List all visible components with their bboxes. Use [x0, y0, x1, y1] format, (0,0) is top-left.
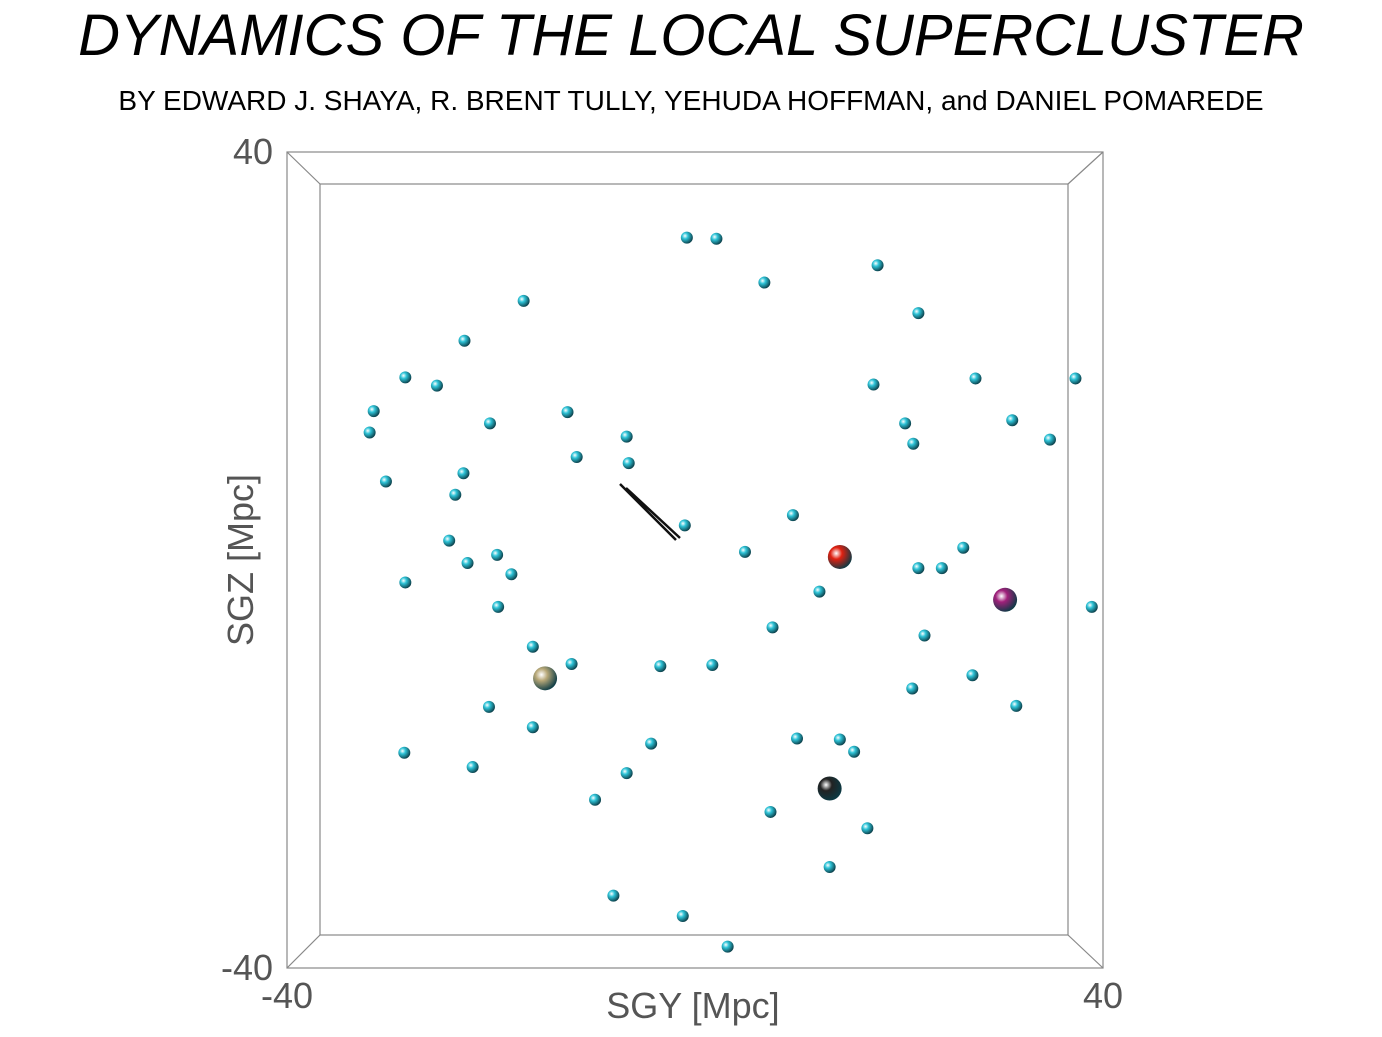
- point: [443, 534, 456, 547]
- point: [906, 682, 919, 695]
- point: [1069, 372, 1082, 385]
- point: [899, 417, 912, 430]
- point: [645, 737, 658, 750]
- point: [505, 568, 518, 581]
- point: [620, 767, 633, 780]
- point: [482, 700, 495, 713]
- point: [398, 746, 411, 759]
- point: [466, 761, 479, 774]
- point: [517, 294, 530, 307]
- point: [678, 519, 691, 532]
- point: [817, 776, 842, 801]
- point: [449, 488, 462, 501]
- point: [867, 378, 880, 391]
- point: [526, 721, 539, 734]
- point: [399, 576, 412, 589]
- point: [526, 640, 539, 653]
- point: [363, 426, 376, 439]
- point: [622, 457, 635, 470]
- box-frame: [286, 151, 1104, 969]
- point: [492, 600, 505, 613]
- point: [912, 307, 925, 320]
- point: [738, 545, 751, 558]
- point: [969, 372, 982, 385]
- y-tick-label: 40: [233, 131, 273, 172]
- point: [430, 379, 443, 392]
- x-tick-label: 40: [1083, 975, 1123, 1016]
- point: [813, 585, 826, 598]
- point: [706, 659, 719, 672]
- point: [823, 861, 836, 874]
- streak: [619, 483, 681, 541]
- point: [676, 909, 689, 922]
- point: [966, 669, 979, 682]
- point: [710, 232, 723, 245]
- point: [758, 276, 771, 289]
- point: [491, 548, 504, 561]
- point: [827, 544, 852, 569]
- point: [461, 557, 474, 570]
- y-tick-label: -40: [221, 947, 273, 988]
- point: [533, 666, 558, 691]
- point: [764, 805, 777, 818]
- point: [791, 732, 803, 745]
- y-axis-label: SGZ [Mpc]: [220, 474, 261, 646]
- point: [907, 437, 920, 450]
- point: [589, 793, 602, 806]
- point: [1006, 414, 1019, 427]
- point: [1010, 699, 1023, 712]
- point: [680, 231, 693, 244]
- x-tick-label: -40: [261, 975, 313, 1016]
- point: [654, 660, 667, 673]
- x-axis-label: SGY [Mpc]: [606, 985, 779, 1026]
- point: [607, 889, 620, 902]
- chart-title: DYNAMICS OF THE LOCAL SUPERCLUSTER: [78, 3, 1304, 68]
- point: [993, 587, 1018, 612]
- point: [871, 259, 884, 272]
- point: [561, 406, 574, 419]
- point: [399, 371, 412, 384]
- point: [483, 417, 496, 430]
- point: [1043, 433, 1056, 446]
- point: [935, 562, 948, 575]
- chart-subtitle: BY EDWARD J. SHAYA, R. BRENT TULLY, YEHU…: [118, 85, 1263, 116]
- point: [766, 621, 779, 634]
- point: [861, 822, 874, 835]
- point: [457, 467, 470, 480]
- point: [379, 475, 392, 488]
- point: [721, 940, 734, 953]
- point: [912, 562, 925, 575]
- point: [848, 745, 861, 758]
- point: [620, 430, 633, 443]
- point: [367, 405, 380, 418]
- point: [458, 334, 471, 347]
- point: [1085, 600, 1098, 613]
- point: [957, 541, 970, 554]
- point: [833, 733, 846, 746]
- point: [918, 629, 931, 642]
- point: [570, 450, 583, 463]
- point: [565, 658, 578, 671]
- point: [786, 509, 799, 522]
